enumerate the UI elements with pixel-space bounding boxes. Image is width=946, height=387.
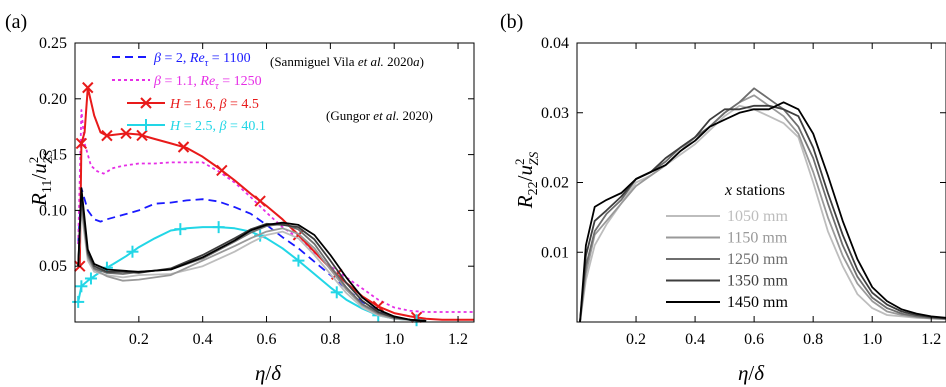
panel-a-x-tick-label: 0.4 (193, 331, 213, 348)
panel-a-series-2-marker (75, 137, 88, 150)
panel-b-label: (b) (500, 11, 523, 33)
panel-a-series-1-line (77, 109, 474, 313)
panel-a-y-tick-label: 0.10 (39, 202, 67, 219)
legend-a-label-2: H = 1.6, β = 4.5 (169, 97, 259, 112)
panel-a-series-3-marker (126, 245, 139, 258)
panel-a-series-7-line (77, 192, 427, 322)
panel-b-x-axis-label: η/δ (738, 361, 765, 385)
panel-a-series-3-marker (174, 223, 187, 236)
panel-a-y-tick-label: 0.15 (39, 147, 67, 164)
panel-a-series-3-marker (75, 280, 88, 293)
panel-a-series-3-marker (292, 254, 305, 267)
panel-a-series-6-line (77, 198, 427, 322)
legend-a-label-3: H = 2.5, β = 40.1 (169, 119, 266, 134)
panel-b-y-tick-label: 0.02 (541, 175, 569, 192)
panel-a-series-3-marker (212, 221, 225, 234)
panel-a-series-3-marker (330, 286, 343, 299)
panel-b-series-4-line (579, 101, 946, 323)
panel-a-series-3-marker (84, 272, 97, 285)
panel-b-series-3-line (579, 104, 946, 323)
panel-a-x-tick-label: 0.8 (320, 331, 340, 348)
panel-a-series-0-line (77, 187, 411, 321)
panel-a-series-2-marker (216, 164, 228, 177)
legend-a-citation-1: (Sanmiguel Vila et al. 2020a) (270, 54, 424, 69)
legend-b-label-4: 1450 mm (727, 294, 788, 311)
panel-a-series-2-marker (120, 127, 132, 140)
panel-a-series-3-marker (72, 295, 85, 308)
panel-b-y-tick-label: 0.01 (541, 244, 569, 261)
panel-b-y-tick-label: 0.04 (541, 35, 569, 52)
panel-a-axes-frame (74, 42, 475, 323)
panel-a-series-5-line (77, 203, 427, 322)
legend-a-label-1: β = 1.1, Reτ = 1250 (153, 74, 262, 92)
panel-a-series-2-marker (136, 129, 148, 142)
panel-b-x-tick-label: 0.6 (744, 331, 764, 348)
panel-b-x-tick-label: 1.0 (862, 331, 882, 348)
panel-b-series-1-line (579, 94, 946, 323)
panel-a-series-8-line (77, 187, 427, 322)
panel-a-series-2-marker (254, 195, 266, 207)
legend-b-label-0: 1050 mm (727, 208, 788, 225)
panel-b-x-tick-label: 0.4 (685, 331, 705, 348)
panel-b-y-axis-label: R22/u2ZS (512, 151, 541, 209)
panel-a-x-axis-label: η/δ (255, 361, 282, 385)
panel-b-x-tick-label: 0.2 (626, 331, 646, 348)
panel-a-x-tick-label: 0.2 (129, 331, 149, 348)
legend-a-marker-2 (140, 97, 152, 109)
legend-b-label-3: 1350 mm (727, 273, 788, 290)
legend-a-marker-3 (140, 119, 152, 131)
panel-b-x-tick-label: 1.2 (921, 331, 941, 348)
panel-b-y-tick-label: 0.03 (541, 105, 569, 122)
panel-a-y-axis-label: R11/u2ZS (26, 150, 55, 207)
panel-b-series-2-line (579, 87, 946, 323)
panel-a-plot-area: 0.2 0.4 0.6 0.8 1.0 1.2 0.05 0.10 0.15 0.20 0.25 (39, 35, 475, 348)
panel-a-series-2-marker (82, 81, 94, 94)
panel-b-x-tick-label: 0.8 (803, 331, 823, 348)
panel-a-legend: β = 2, Reτ = 1100 β = 1.1, Reτ = 1250 H = … (112, 51, 433, 134)
legend-b-title: x stations (724, 182, 785, 199)
panel-a-y-tick-label: 0.25 (39, 35, 67, 52)
panel-a-x-tick-label: 0.6 (257, 331, 277, 348)
panel-b: (b) 0.2 0.4 0.6 0.8 1.0 1.2 0.01 0.02 0.03 0.04 η… (500, 11, 946, 385)
legend-a-citation-2: (Gungor et al. 2020) (326, 108, 433, 123)
panel-b-legend: x stations 1050 mm 1150 mm 1250 mm 1350 mm 14… (666, 182, 788, 311)
panel-a-y-tick-label: 0.05 (39, 258, 67, 275)
panel-b-plot-area: 0.2 0.4 0.6 0.8 1.0 1.2 0.01 0.02 0.03 0.04 (541, 35, 946, 348)
legend-b-label-1: 1150 mm (727, 230, 788, 247)
panel-a: (a) 0.2 0.4 0.6 0.8 1.0 1.20.050.100.150.200.… (5, 11, 475, 385)
legend-b-label-2: 1250 mm (727, 251, 788, 268)
legend-a-label-0: β = 2, Reτ = 1100 (153, 51, 251, 69)
panel-a-series-2-marker (101, 129, 113, 142)
panel-a-x-tick-label: 1.0 (384, 331, 404, 348)
panel-a-label: (a) (5, 11, 27, 33)
panel-a-y-tick-label: 0.20 (39, 91, 67, 108)
panel-a-series-2-line (78, 86, 474, 321)
panel-a-series-2-marker (177, 141, 190, 153)
panel-a-x-tick-label: 1.2 (448, 331, 468, 348)
